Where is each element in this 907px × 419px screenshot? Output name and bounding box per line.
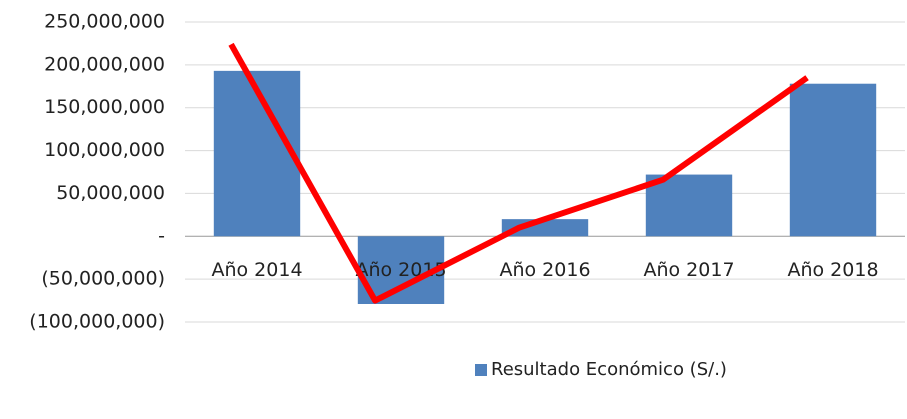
legend-label: Resultado Económico (S/.) (491, 359, 727, 380)
y-tick-label: 250,000,000 (44, 11, 165, 33)
line (228, 42, 809, 304)
y-tick-label: 150,000,000 (44, 96, 165, 118)
y-tick-label: (50,000,000) (41, 268, 165, 290)
x-tick-label: Año 2016 (499, 259, 590, 281)
legend-swatch (475, 364, 487, 376)
bar (213, 70, 301, 237)
x-tick-label: Año 2017 (643, 259, 734, 281)
y-tick-label: (100,000,000) (29, 311, 165, 333)
x-tick-label: Año 2018 (787, 259, 878, 281)
y-tick-label: 200,000,000 (44, 53, 165, 75)
y-tick-label: 100,000,000 (44, 139, 165, 161)
bar (789, 83, 877, 237)
x-tick-label: Año 2014 (211, 259, 302, 281)
legend: Resultado Económico (S/.) (475, 356, 735, 384)
y-tick-label: - (158, 225, 165, 247)
bar (645, 174, 733, 237)
y-tick-label: 50,000,000 (56, 182, 165, 204)
